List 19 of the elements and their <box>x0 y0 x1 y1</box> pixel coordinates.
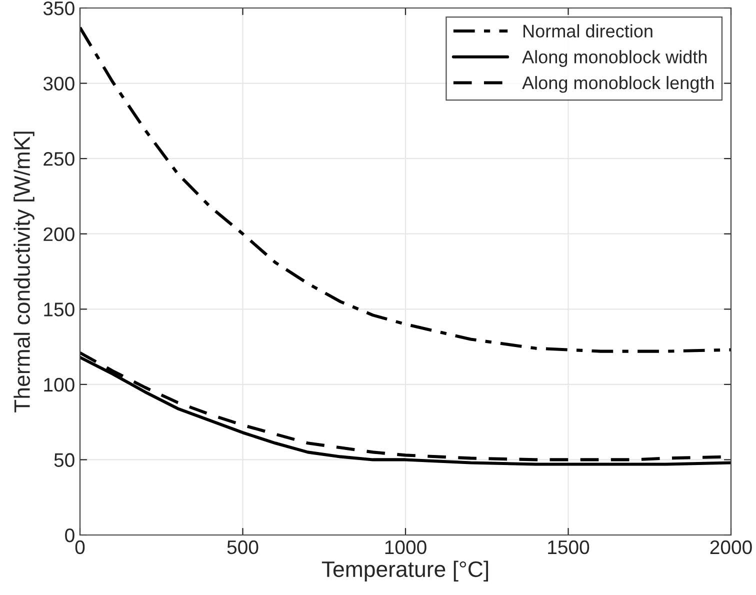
legend-label: Along monoblock width <box>522 50 707 67</box>
y-tick-label: 150 <box>44 302 74 316</box>
y-axis-title: Thermal conductivity [W/mK] <box>14 132 34 412</box>
y-tick-label: 0 <box>65 528 74 542</box>
y-tick-label: 100 <box>44 378 74 392</box>
y-tick-label: 50 <box>54 453 74 467</box>
x-tick-label: 1000 <box>385 540 426 554</box>
x-tick-label: 0 <box>75 540 85 554</box>
y-tick-label: 200 <box>44 227 74 242</box>
x-tick-label: 2000 <box>710 540 752 554</box>
x-tick-label: 1500 <box>548 540 590 554</box>
x-axis-title: Temperature [°C] <box>322 560 488 582</box>
legend-label: Along monoblock length <box>522 76 714 93</box>
y-tick-label: 250 <box>44 152 74 166</box>
y-tick-label: 300 <box>43 76 74 91</box>
x-tick-label: 500 <box>227 540 258 554</box>
legend-label: Normal direction <box>524 24 652 38</box>
y-tick-label: 350 <box>43 1 74 16</box>
line-series <box>80 26 731 353</box>
